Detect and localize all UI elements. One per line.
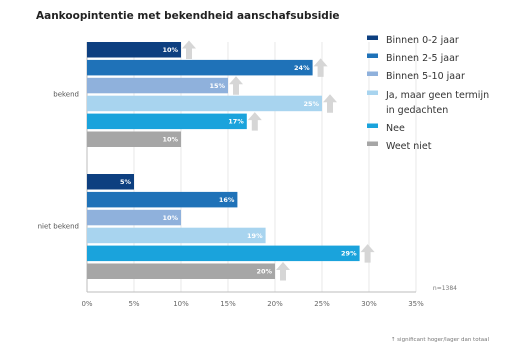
data-label: 10%: [162, 46, 178, 54]
data-label: 20%: [256, 268, 272, 276]
significance-arrow-icon: [182, 40, 196, 59]
legend-label: Binnen 2-5 jaar: [386, 53, 459, 64]
legend-label: Binnen 0-2 jaar: [386, 35, 459, 46]
data-label: 25%: [303, 100, 319, 108]
category-label: bekend: [53, 91, 79, 99]
significance-arrow-icon: [313, 58, 328, 77]
bar: [87, 42, 181, 58]
bar: [87, 131, 181, 147]
legend-swatch: [367, 71, 378, 76]
x-tick-label: 35%: [408, 300, 424, 308]
data-label: 16%: [219, 196, 235, 204]
data-label: 24%: [294, 64, 310, 72]
significance-arrow-icon: [229, 76, 243, 95]
x-tick-label: 25%: [314, 300, 330, 308]
x-tick-label: 30%: [361, 300, 377, 308]
bar: [87, 95, 322, 112]
footnote: ↑ significant hoger/lager dan totaal: [391, 336, 490, 343]
data-label: 19%: [247, 232, 263, 240]
significance-arrow-icon: [247, 112, 262, 131]
legend-label: Binnen 5-10 jaar: [386, 71, 465, 82]
legend-swatch: [367, 53, 378, 58]
bar: [87, 77, 228, 94]
significance-arrow-icon: [323, 94, 337, 113]
legend-label: Weet niet: [386, 141, 432, 152]
sample-size-label: n=1384: [433, 285, 457, 292]
data-label: 15%: [209, 82, 225, 90]
bar: [87, 263, 275, 279]
legend-label: in gedachten: [386, 105, 448, 116]
bar: [87, 174, 134, 190]
legend-label: Nee: [386, 123, 405, 134]
bar: [87, 209, 181, 226]
x-tick-label: 20%: [267, 300, 283, 308]
data-label: 29%: [341, 250, 357, 258]
data-label: 5%: [120, 178, 132, 186]
chart-title: Aankoopintentie met bekendheid aanschafs…: [36, 10, 340, 22]
bar: [87, 245, 360, 262]
bar: [87, 227, 266, 244]
significance-arrow-icon: [360, 244, 375, 263]
legend-swatch: [367, 141, 378, 146]
legend-swatch: [367, 35, 378, 40]
legend-swatch: [367, 90, 378, 95]
data-label: 10%: [162, 214, 178, 222]
bar: [87, 113, 247, 130]
bar: [87, 191, 238, 208]
x-tick-label: 0%: [81, 300, 92, 308]
legend-label: Ja, maar geen termijn: [385, 90, 489, 101]
significance-arrow-icon: [276, 262, 290, 281]
bar: [87, 59, 313, 76]
legend-swatch: [367, 123, 378, 128]
category-label: niet bekend: [38, 223, 79, 231]
data-label: 10%: [162, 136, 178, 144]
data-label: 17%: [228, 118, 244, 126]
x-tick-label: 5%: [128, 300, 139, 308]
x-tick-label: 10%: [173, 300, 189, 308]
x-tick-label: 15%: [220, 300, 236, 308]
